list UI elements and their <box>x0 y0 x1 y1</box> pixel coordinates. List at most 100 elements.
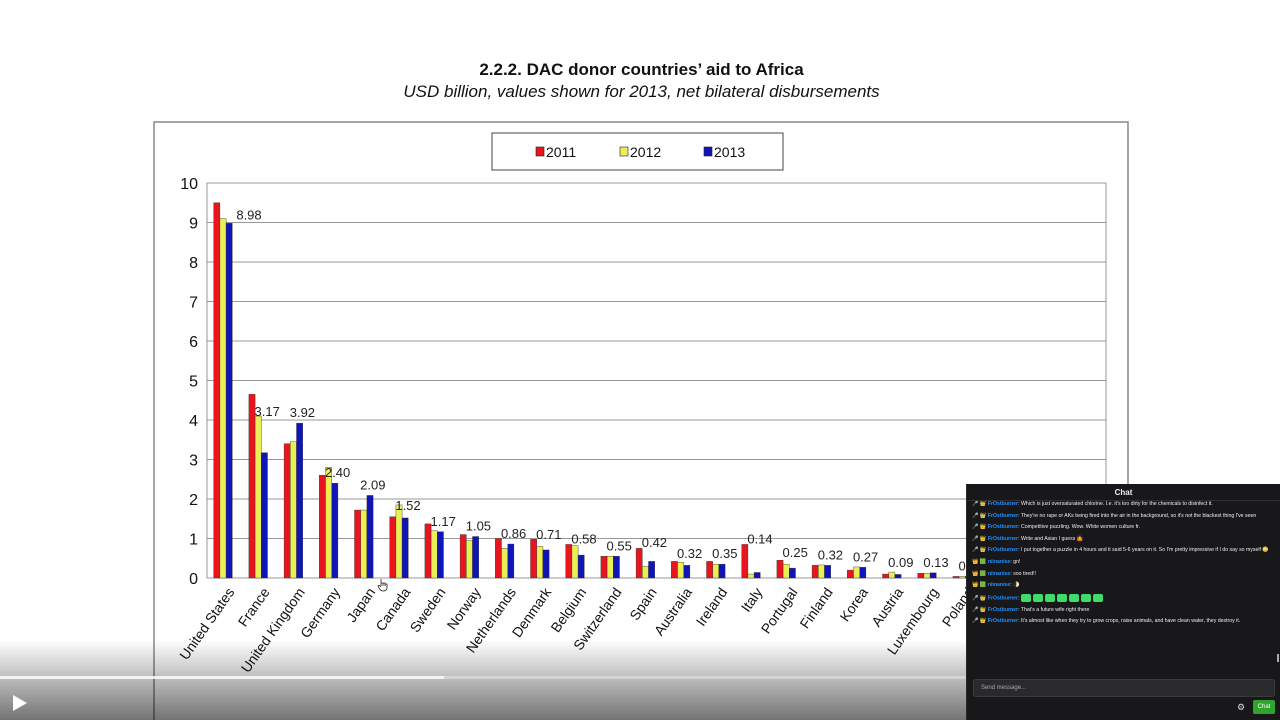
legend-label: 2012 <box>630 144 661 160</box>
video-progress-bar[interactable] <box>0 676 966 679</box>
chat-username[interactable]: FrOstburner <box>987 512 1019 519</box>
emote-icon <box>1044 593 1055 602</box>
bar <box>747 573 755 579</box>
bar <box>530 539 537 579</box>
bar <box>389 516 397 579</box>
data-label: 1.52 <box>395 498 420 513</box>
y-tick-label: 3 <box>189 453 198 470</box>
bar <box>466 540 473 579</box>
chat-text: : I put together a puzzle in 4 hours and… <box>1018 547 1269 554</box>
data-label: 1.05 <box>466 519 491 534</box>
bar <box>213 202 221 579</box>
chat-message: 🎤 👑 FrOstburner: Write and Asian I guess… <box>972 536 1275 544</box>
bar <box>366 495 374 579</box>
chat-panel: Chat 🎤 👑 FrOstburner: Which is just over… <box>966 484 1280 720</box>
chat-text: : It's almost like when they try to grow… <box>1018 618 1241 625</box>
chat-username[interactable]: niinanise <box>987 582 1011 589</box>
bar <box>430 530 438 579</box>
chat-username[interactable]: FrOstburner <box>987 618 1019 625</box>
chat-username[interactable]: FrOstburner <box>987 606 1019 613</box>
chat-send-button[interactable]: Chat <box>1253 700 1275 714</box>
chat-username[interactable]: FrOstburner <box>987 547 1019 554</box>
bar <box>472 536 479 579</box>
chat-text: : That's a future wife right there <box>1018 606 1090 613</box>
play-icon <box>13 695 27 711</box>
bar <box>319 475 326 579</box>
data-label: 3.92 <box>290 405 315 420</box>
bar <box>283 443 291 579</box>
chat-username[interactable]: FrOstburner <box>987 524 1019 531</box>
legend-label: 2013 <box>714 144 745 160</box>
data-label: 0.55 <box>607 538 632 553</box>
chat-message: 👑 🟩 niinanise: 🌓 <box>972 582 1275 590</box>
data-label: 2.09 <box>360 477 385 492</box>
bar <box>571 545 579 579</box>
bar <box>565 544 573 579</box>
bar <box>917 573 925 579</box>
bar <box>290 441 297 579</box>
bar <box>888 571 896 579</box>
chat-username[interactable]: FrOstburner <box>987 501 1019 507</box>
bar <box>671 561 678 579</box>
data-label: 0.71 <box>536 527 561 542</box>
gear-icon[interactable]: ⚙ <box>1237 702 1246 712</box>
chat-message-input[interactable]: Send message... <box>973 679 1275 697</box>
chat-scrollbar[interactable] <box>1277 654 1279 662</box>
chat-badges: 👑 🟩 <box>972 558 988 565</box>
chat-username[interactable]: niinanise <box>987 570 1011 577</box>
play-button[interactable] <box>8 692 30 714</box>
emote-icon <box>1068 593 1079 602</box>
chat-message-list[interactable]: 🎤 👑 FrOstburner: Which is just oversatur… <box>967 501 1280 656</box>
chat-username[interactable]: FrOstburner <box>987 595 1019 602</box>
chat-badges: 🎤 👑 <box>972 535 988 542</box>
bar <box>853 566 860 579</box>
bar <box>600 556 608 579</box>
chat-text: : They're no rape or AKs being fired int… <box>1018 512 1257 519</box>
chat-message: 🎤 👑 FrOstburner: That's a future wife ri… <box>972 607 1275 615</box>
data-label: 0.27 <box>853 549 878 564</box>
bar <box>459 534 467 579</box>
data-label: 0.42 <box>642 535 667 550</box>
chat-badges: 🎤 👑 <box>972 501 988 507</box>
bar <box>437 531 444 579</box>
chat-message: 🎤 👑 FrOstburner: Which is just oversatur… <box>972 501 1275 509</box>
bar <box>677 562 684 579</box>
bar <box>360 509 368 579</box>
legend-swatch <box>535 146 545 157</box>
data-label: 2.40 <box>325 465 350 480</box>
chat-text: : Write and Asian I guess 🤷 <box>1018 535 1084 542</box>
bar <box>776 560 784 579</box>
data-label: 0.58 <box>571 531 596 546</box>
bar <box>219 218 227 579</box>
bar <box>824 565 831 579</box>
y-tick-label: 6 <box>189 334 198 351</box>
bar <box>718 563 726 579</box>
chat-username[interactable]: niinanise <box>987 558 1011 565</box>
bar <box>741 544 749 579</box>
y-tick-label: 9 <box>189 216 198 233</box>
legend-swatch <box>703 146 713 157</box>
bar <box>642 565 649 579</box>
bar <box>248 394 256 579</box>
chat-message: 🎤 👑 FrOstburner: I put together a puzzle… <box>972 547 1275 555</box>
chat-text: : 🌓 <box>1010 582 1020 589</box>
y-tick-label: 2 <box>189 492 198 509</box>
data-label: 0.09 <box>888 555 913 570</box>
bar <box>395 504 403 579</box>
bar <box>424 523 432 579</box>
chat-badges: 🎤 👑 <box>972 595 988 602</box>
y-tick-label: 0 <box>189 571 198 588</box>
chat-badges: 👑 🟩 <box>972 582 988 589</box>
chat-message: 🎤 👑 FrOstburner: <box>972 593 1275 603</box>
bar <box>782 563 790 579</box>
chat-username[interactable]: FrOstburner <box>987 535 1019 542</box>
y-tick-label: 1 <box>189 532 198 549</box>
bar <box>923 573 931 579</box>
bar <box>577 554 585 579</box>
bar <box>894 574 902 579</box>
y-tick-label: 8 <box>189 255 198 272</box>
data-label: 0.32 <box>818 547 843 562</box>
chat-message: 🎤 👑 FrOstburner: It's almost like when t… <box>972 618 1275 626</box>
y-tick-label: 10 <box>180 176 198 193</box>
